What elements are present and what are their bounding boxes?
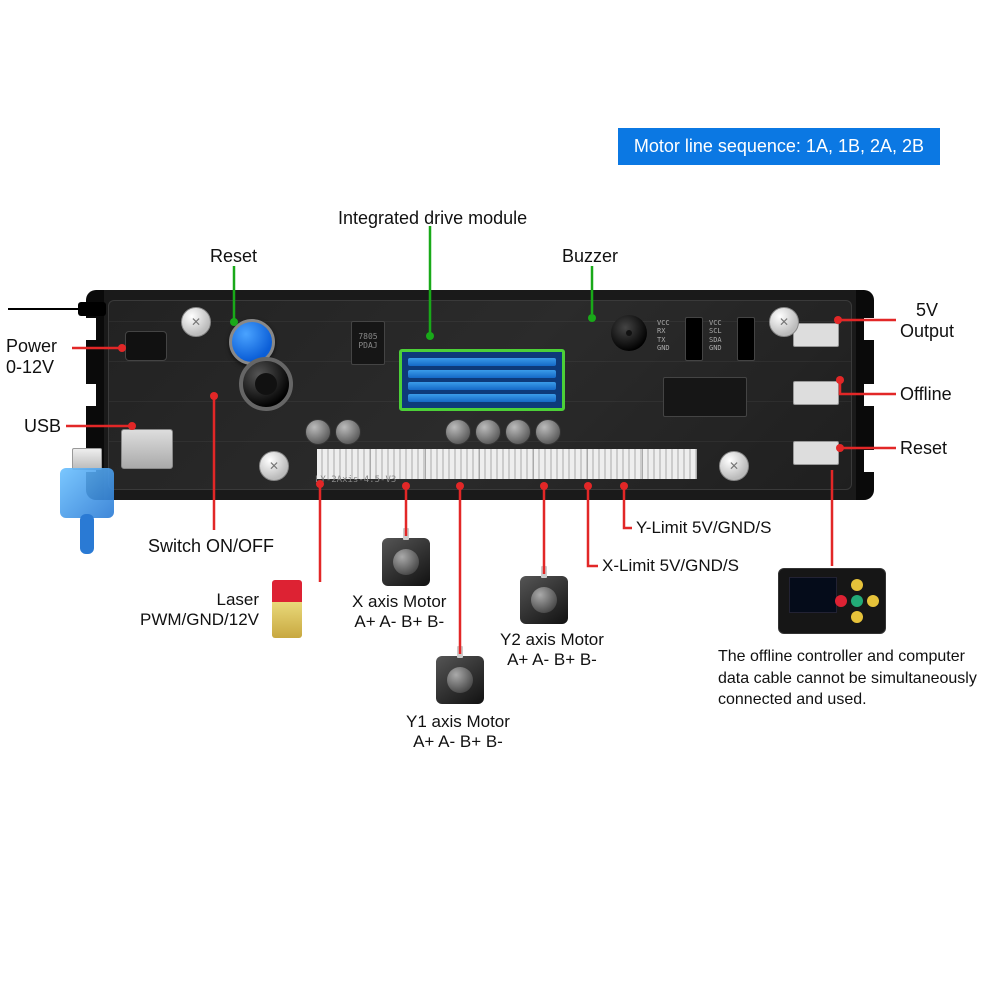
screw bbox=[259, 451, 289, 481]
case-notch bbox=[864, 384, 878, 406]
capacitor bbox=[475, 419, 501, 445]
case-notch bbox=[864, 450, 878, 472]
power-jack bbox=[125, 331, 167, 361]
capacitor bbox=[305, 419, 331, 445]
case-notch bbox=[864, 318, 878, 340]
label-5v-output: 5V Output bbox=[900, 300, 954, 342]
pin-header bbox=[737, 317, 755, 361]
reset-connector bbox=[793, 441, 839, 465]
y1-motor-icon bbox=[436, 656, 484, 704]
label-x-motor: X axis Motor A+ A- B+ B- bbox=[352, 592, 446, 632]
controller-board: 7805PDAJ VCC RX TX GND VCC SCL SDA GND bbox=[90, 290, 870, 500]
x-motor-icon bbox=[382, 538, 430, 586]
label-integrated-drive: Integrated drive module bbox=[338, 208, 527, 229]
capacitor bbox=[335, 419, 361, 445]
drive-module-heatsink bbox=[399, 349, 565, 411]
case-notch bbox=[82, 318, 96, 340]
usb-port bbox=[121, 429, 173, 469]
label-y2-motor: Y2 axis Motor A+ A- B+ B- bbox=[500, 630, 604, 670]
pin-labels-i2c: VCC SCL SDA GND bbox=[709, 319, 722, 353]
label-laser: Laser PWM/GND/12V bbox=[140, 590, 259, 630]
pcb: 7805PDAJ VCC RX TX GND VCC SCL SDA GND bbox=[108, 300, 852, 490]
label-offline: Offline bbox=[900, 384, 952, 405]
label-power: Power 0-12V bbox=[6, 336, 57, 378]
screw bbox=[181, 307, 211, 337]
label-y1-motor: Y1 axis Motor A+ A- B+ B- bbox=[406, 712, 510, 752]
screw bbox=[769, 307, 799, 337]
capacitor bbox=[535, 419, 561, 445]
label-x-limit: X-Limit 5V/GND/S bbox=[602, 556, 739, 576]
y2-motor-icon bbox=[520, 576, 568, 624]
offline-controller-icon bbox=[778, 568, 886, 634]
label-usb: USB bbox=[24, 416, 61, 437]
power-plug-icon bbox=[8, 308, 88, 310]
power-switch bbox=[239, 357, 293, 411]
voltage-regulator: 7805PDAJ bbox=[351, 321, 385, 365]
offline-note: The offline controller and computer data… bbox=[718, 646, 988, 711]
pin-labels-uart: VCC RX TX GND bbox=[657, 319, 670, 353]
mcu-chip bbox=[663, 377, 747, 417]
buzzer bbox=[611, 315, 647, 351]
screw bbox=[719, 451, 749, 481]
label-reset-top: Reset bbox=[210, 246, 257, 267]
usb-cable-icon bbox=[38, 448, 126, 538]
output-5v-connector bbox=[793, 323, 839, 347]
motor-sequence-banner: Motor line sequence: 1A, 1B, 2A, 2B bbox=[618, 128, 940, 165]
board-model-silk: LY-2Axis-4.5-V3 bbox=[315, 475, 396, 485]
capacitor bbox=[445, 419, 471, 445]
pin-header bbox=[685, 317, 703, 361]
label-buzzer: Buzzer bbox=[562, 246, 618, 267]
label-switch: Switch ON/OFF bbox=[148, 536, 274, 557]
offline-connector bbox=[793, 381, 839, 405]
label-y-limit: Y-Limit 5V/GND/S bbox=[636, 518, 771, 538]
capacitor bbox=[505, 419, 531, 445]
label-reset-right: Reset bbox=[900, 438, 947, 459]
case-notch bbox=[82, 384, 96, 406]
laser-module-icon bbox=[272, 580, 302, 638]
